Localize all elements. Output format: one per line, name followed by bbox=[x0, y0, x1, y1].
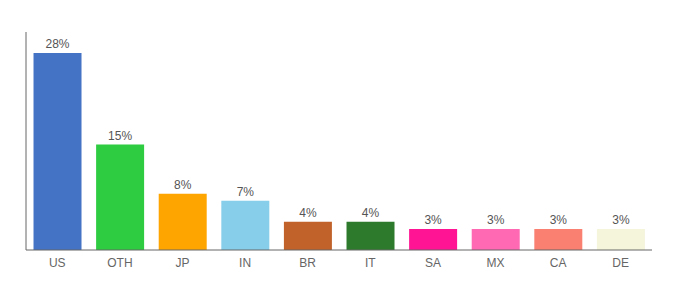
svg-text:28%: 28% bbox=[45, 37, 69, 51]
svg-text:IN: IN bbox=[239, 256, 251, 270]
svg-text:IT: IT bbox=[365, 256, 376, 270]
svg-text:4%: 4% bbox=[362, 206, 380, 220]
svg-text:US: US bbox=[49, 256, 66, 270]
svg-text:7%: 7% bbox=[237, 185, 255, 199]
svg-text:BR: BR bbox=[299, 256, 316, 270]
svg-text:4%: 4% bbox=[299, 206, 317, 220]
svg-text:SA: SA bbox=[425, 256, 441, 270]
svg-text:3%: 3% bbox=[424, 213, 442, 227]
svg-text:8%: 8% bbox=[174, 178, 192, 192]
svg-text:OTH: OTH bbox=[107, 256, 132, 270]
svg-text:3%: 3% bbox=[612, 213, 630, 227]
svg-text:JP: JP bbox=[175, 256, 189, 270]
svg-text:DE: DE bbox=[612, 256, 629, 270]
svg-text:3%: 3% bbox=[550, 213, 568, 227]
svg-text:15%: 15% bbox=[108, 129, 132, 143]
svg-text:CA: CA bbox=[550, 256, 567, 270]
svg-text:3%: 3% bbox=[487, 213, 505, 227]
svg-text:MX: MX bbox=[487, 256, 505, 270]
